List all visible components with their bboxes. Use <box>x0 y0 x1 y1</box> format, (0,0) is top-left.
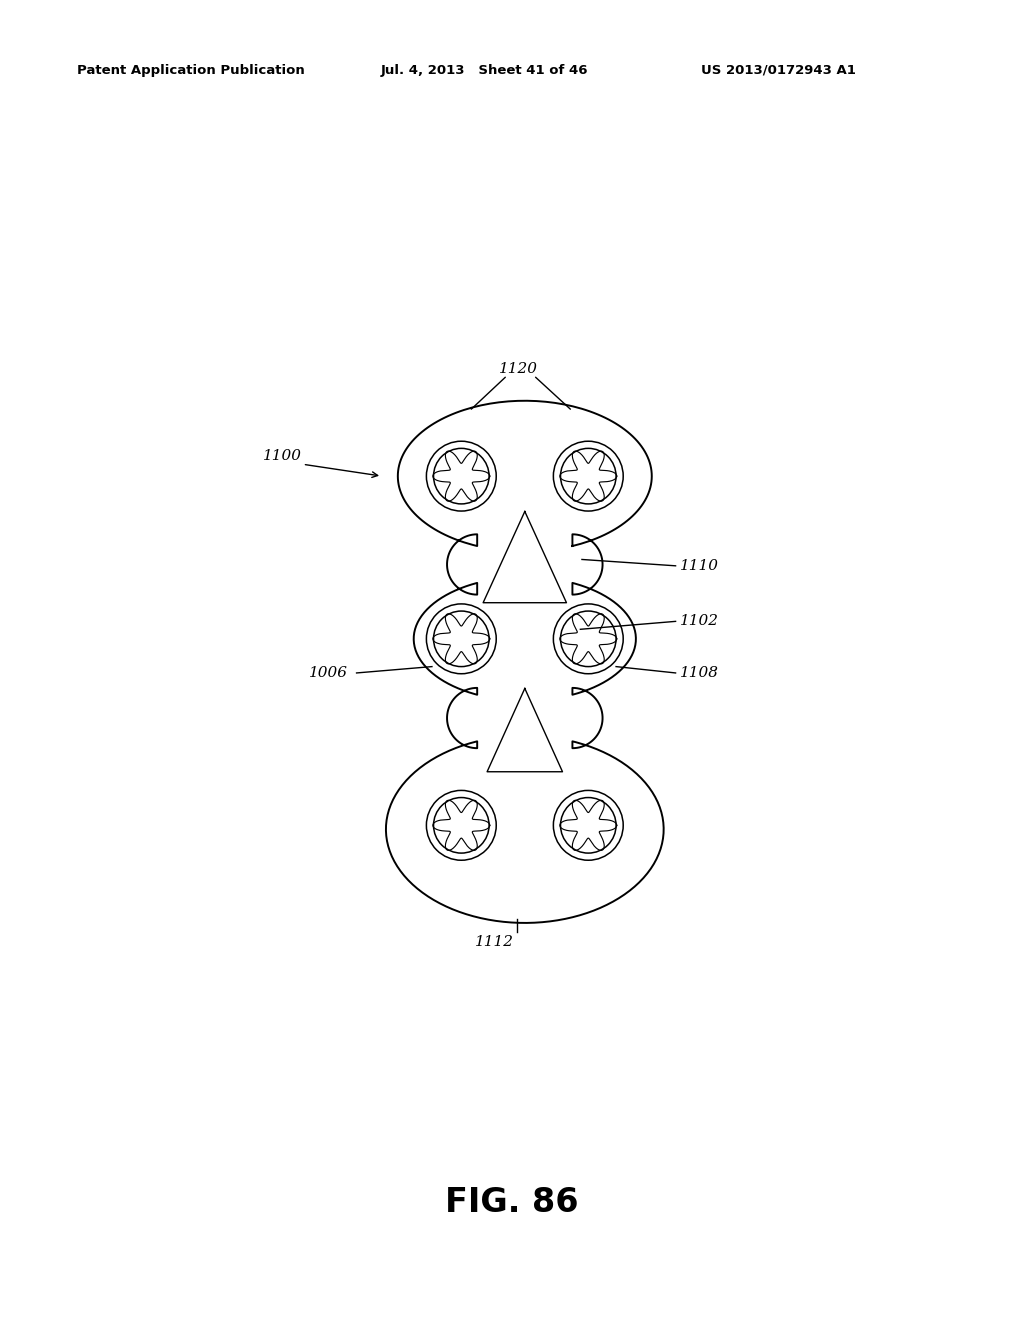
Text: Patent Application Publication: Patent Application Publication <box>77 63 304 77</box>
Text: 1112: 1112 <box>475 935 514 949</box>
Text: 1102: 1102 <box>680 614 719 628</box>
Text: Jul. 4, 2013   Sheet 41 of 46: Jul. 4, 2013 Sheet 41 of 46 <box>381 63 589 77</box>
Text: 1110: 1110 <box>680 558 719 573</box>
Polygon shape <box>386 401 664 923</box>
Text: 1108: 1108 <box>680 665 719 680</box>
Text: FIG. 86: FIG. 86 <box>445 1185 579 1218</box>
Text: 1006: 1006 <box>309 665 348 680</box>
Text: US 2013/0172943 A1: US 2013/0172943 A1 <box>701 63 856 77</box>
Text: 1100: 1100 <box>263 449 302 463</box>
Text: 1120: 1120 <box>500 362 539 376</box>
